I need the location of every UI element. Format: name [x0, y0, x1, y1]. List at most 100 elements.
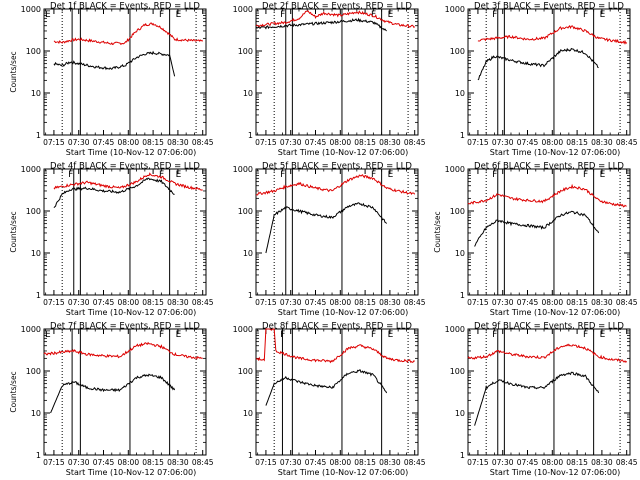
- x-tick-label: 08:30: [591, 298, 613, 307]
- events-series-line: [477, 47, 599, 81]
- panel-5: 1 10 100 1000 07:15 07:30 07:45 08:00 08:15 08:30…: [233, 162, 426, 318]
- flag-marker-label: F: [371, 330, 376, 340]
- x-tick-label: 08:45: [192, 138, 214, 147]
- x-tick-label: 07:15: [43, 138, 65, 147]
- flag-marker-label: F: [68, 170, 73, 180]
- lld-series-line: [43, 341, 203, 360]
- plot-frame: [467, 8, 631, 136]
- x-tick-label: 08:30: [591, 138, 613, 147]
- y-tick-label: 1: [460, 131, 465, 140]
- x-axis-label: Start Time (10-Nov-12 07:06:00): [66, 148, 196, 157]
- flag-marker-label: F: [492, 170, 497, 180]
- flag-marker-label: F: [583, 170, 588, 180]
- y-tick-label: 100: [26, 367, 41, 376]
- events-series-line: [474, 210, 600, 247]
- y-tick-label: 1: [36, 291, 41, 300]
- x-axis-label: Start Time (10-Nov-12 07:06:00): [490, 468, 620, 477]
- lld-series-line: [467, 343, 628, 364]
- y-tick-label: 10: [455, 89, 465, 98]
- x-tick-label: 08:15: [142, 298, 164, 307]
- x-tick-label: 08:15: [566, 138, 588, 147]
- panel-title: Det 3f BLACK = Events, RED = LLD: [474, 2, 624, 12]
- y-tick-label: 1: [36, 131, 41, 140]
- x-tick-label: 08:00: [329, 458, 351, 467]
- y-tick-label: 1000: [445, 325, 465, 334]
- x-tick-label: 08:30: [379, 458, 401, 467]
- flag-marker-label: E: [176, 170, 182, 180]
- flag-marker-label: E: [176, 330, 182, 340]
- flag-marker-label: F: [492, 10, 497, 20]
- x-tick-label: 08:15: [566, 458, 588, 467]
- x-axis-label: Start Time (10-Nov-12 07:06:00): [278, 468, 408, 477]
- events-series-line: [474, 371, 600, 426]
- x-tick-label: 08:45: [192, 458, 214, 467]
- flag-marker-label: E: [45, 10, 51, 20]
- x-tick-label: 07:15: [43, 298, 65, 307]
- x-tick-label: 08:30: [379, 138, 401, 147]
- x-tick-label: 08:00: [117, 458, 139, 467]
- panel-title: Det 6f BLACK = Events, RED = LLD: [474, 162, 624, 172]
- flag-marker-label: E: [388, 330, 394, 340]
- x-tick-label: 07:45: [93, 138, 115, 147]
- x-tick-label: 08:45: [192, 298, 214, 307]
- flag-marker-label: F: [583, 330, 588, 340]
- panel-6: 1 10 100 1000 07:15 07:30 07:45 08:00 08:15 08:30…: [433, 162, 638, 318]
- y-tick-label: 10: [243, 409, 253, 418]
- flag-marker-label: F: [280, 170, 285, 180]
- x-tick-label: 07:45: [305, 458, 327, 467]
- lld-series-line: [255, 174, 416, 196]
- flag-marker-label: F: [371, 10, 376, 20]
- x-tick-label: 07:45: [305, 138, 327, 147]
- plot-frame: [255, 168, 419, 296]
- x-tick-label: 08:15: [354, 138, 376, 147]
- x-tick-label: 08:00: [117, 138, 139, 147]
- x-tick-label: 08:00: [541, 138, 563, 147]
- panel-4: 1 10 100 1000 07:15 07:30 07:45 08:00 08:15 08:30…: [9, 162, 214, 318]
- y-tick-label: 1000: [21, 325, 41, 334]
- y-axis-label: Counts/sec: [9, 51, 18, 92]
- x-tick-label: 08:30: [379, 298, 401, 307]
- x-tick-label: 07:30: [280, 298, 302, 307]
- flag-marker-label: F: [280, 10, 285, 20]
- y-tick-label: 100: [26, 47, 41, 56]
- x-axis-label: Start Time (10-Nov-12 07:06:00): [490, 148, 620, 157]
- flag-marker-label: F: [159, 170, 164, 180]
- y-tick-label: 1000: [445, 165, 465, 174]
- x-tick-label: 08:15: [142, 138, 164, 147]
- x-tick-label: 07:45: [517, 138, 539, 147]
- panel-title: Det 9f BLACK = Events, RED = LLD: [474, 322, 624, 332]
- y-axis-label: Counts/sec: [433, 211, 442, 252]
- x-axis-label: Start Time (10-Nov-12 07:06:00): [66, 468, 196, 477]
- lld-series-line: [53, 22, 204, 46]
- x-tick-label: 08:00: [329, 138, 351, 147]
- x-tick-label: 07:15: [255, 458, 277, 467]
- x-tick-label: 08:45: [616, 298, 638, 307]
- flag-marker-label: F: [159, 10, 164, 20]
- x-tick-label: 08:15: [142, 458, 164, 467]
- lld-series-line: [53, 172, 203, 191]
- lld-series-line: [477, 25, 628, 45]
- x-axis-label: Start Time (10-Nov-12 07:06:00): [490, 308, 620, 317]
- x-tick-label: 07:30: [492, 138, 514, 147]
- y-axis-label: Counts/sec: [9, 371, 18, 412]
- x-tick-label: 08:15: [354, 458, 376, 467]
- flag-marker-label: E: [176, 10, 182, 20]
- plot-frame: [43, 328, 207, 456]
- x-tick-label: 07:45: [517, 298, 539, 307]
- flag-marker-label: E: [600, 170, 606, 180]
- y-tick-label: 1: [460, 291, 465, 300]
- plot-frame: [43, 168, 207, 296]
- y-tick-label: 1: [248, 451, 253, 460]
- plot-frame: [467, 168, 631, 296]
- y-tick-label: 10: [455, 409, 465, 418]
- flag-marker-label: F: [159, 330, 164, 340]
- y-tick-label: 1000: [445, 5, 465, 14]
- plot-frame: [467, 328, 631, 456]
- x-tick-label: 08:45: [404, 458, 426, 467]
- lld-series-line: [255, 328, 415, 364]
- x-tick-label: 08:30: [167, 458, 189, 467]
- flag-marker-label: F: [583, 10, 588, 20]
- x-axis-label: Start Time (10-Nov-12 07:06:00): [66, 308, 196, 317]
- x-tick-label: 08:30: [167, 298, 189, 307]
